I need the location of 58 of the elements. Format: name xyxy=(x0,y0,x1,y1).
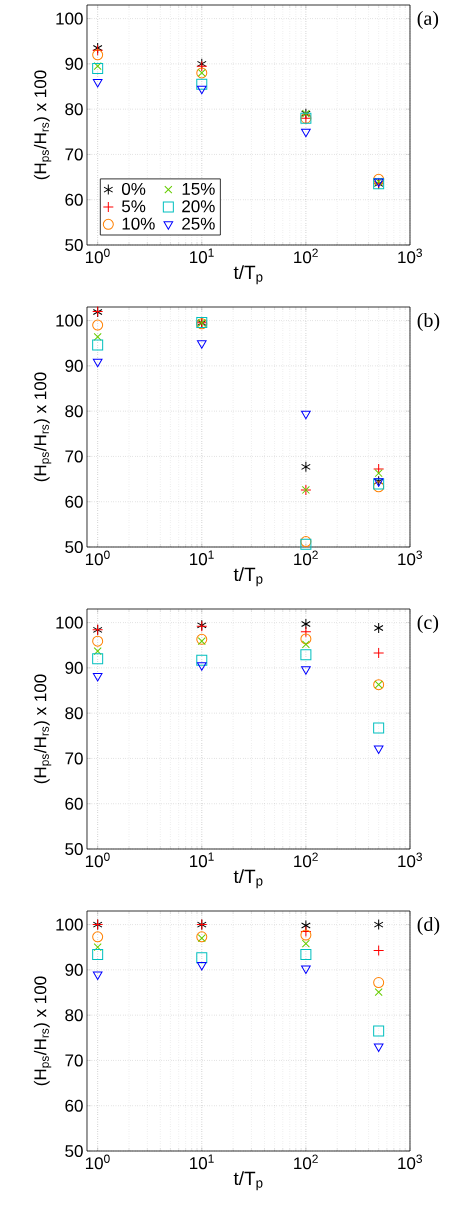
y-tick-label: 70 xyxy=(65,148,83,161)
y-axis-title: (H$_{ps}$/H$_{rs}$) x 100 xyxy=(33,976,52,1086)
y-tick-label: 70 xyxy=(65,450,83,463)
x-tick-label: 10$^{3}$ xyxy=(398,852,422,868)
y-tick-label: 50 xyxy=(65,238,83,252)
y-tick-label: 60 xyxy=(65,797,83,810)
y-tick-label: 100 xyxy=(56,918,83,931)
y-tick-label: 100 xyxy=(56,314,83,327)
y-tick-label: 70 xyxy=(65,752,83,765)
x-tick-label: 10$^{2}$ xyxy=(294,550,318,566)
y-tick-label: 100 xyxy=(56,616,83,629)
x-tick-label: 10$^{2}$ xyxy=(294,1154,318,1170)
x-tick-label: 10$^{0}$ xyxy=(85,550,110,566)
text: (d) xyxy=(417,916,440,936)
y-tick-label: 100 xyxy=(56,12,83,25)
x-axis-title: t/T$_{p}$ xyxy=(233,1171,263,1191)
y-tick-label: 90 xyxy=(65,963,83,976)
x-tick-label: 10$^{0}$ xyxy=(85,852,110,868)
x-tick-label: 10$^{1}$ xyxy=(190,248,214,264)
y-tick-label: 80 xyxy=(65,405,83,418)
legend-label: 5% xyxy=(121,200,146,213)
x-axis-title: t/T$_{p}$ xyxy=(233,567,263,587)
y-tick-label: 90 xyxy=(65,661,83,674)
y-tick-label: 80 xyxy=(65,1009,83,1022)
x-tick-label: 10$^{1}$ xyxy=(190,550,214,566)
legend-label: 10% xyxy=(122,217,155,230)
y-tick-label: 70 xyxy=(65,1054,83,1067)
x-axis-title: t/T$_{p}$ xyxy=(233,869,263,889)
x-tick-label: 10$^{2}$ xyxy=(294,248,318,264)
x-tick-label: 10$^{0}$ xyxy=(85,248,110,264)
y-tick-label: 60 xyxy=(65,193,83,206)
legend-label: 20% xyxy=(182,200,215,213)
y-tick-label: 80 xyxy=(65,103,83,116)
y-tick-label: 50 xyxy=(65,842,83,856)
text: (b) xyxy=(417,312,440,332)
x-axis-title: t/T$_{p}$ xyxy=(233,265,263,285)
y-tick-label: 60 xyxy=(65,495,83,508)
y-tick-label: 90 xyxy=(65,57,83,70)
x-tick-label: 10$^{1}$ xyxy=(190,852,214,868)
x-tick-label: 10$^{1}$ xyxy=(190,1154,214,1170)
legend-label: 15% xyxy=(182,182,215,195)
y-axis-title: (H$_{ps}$/H$_{rs}$) x 100 xyxy=(33,372,52,482)
y-tick-label: 80 xyxy=(65,707,83,720)
x-tick-label: 10$^{0}$ xyxy=(85,1154,110,1170)
y-axis-title: (H$_{ps}$/H$_{rs}$) x 100 xyxy=(33,674,52,784)
x-tick-label: 10$^{2}$ xyxy=(294,852,318,868)
y-tick-label: 90 xyxy=(65,359,83,372)
text: (a) xyxy=(417,10,439,30)
y-tick-label: 50 xyxy=(65,1144,83,1158)
x-tick-label: 10$^{3}$ xyxy=(398,550,422,566)
legend-label: 25% xyxy=(182,217,215,230)
y-tick-label: 50 xyxy=(65,540,83,554)
x-tick-label: 10$^{3}$ xyxy=(398,1154,422,1170)
y-tick-label: 60 xyxy=(65,1099,83,1112)
y-axis-title: (H$_{ps}$/H$_{rs}$) x 100 xyxy=(33,70,52,180)
legend-label: 0% xyxy=(121,182,146,195)
text: (c) xyxy=(417,614,439,634)
x-tick-label: 10$^{3}$ xyxy=(398,248,422,264)
